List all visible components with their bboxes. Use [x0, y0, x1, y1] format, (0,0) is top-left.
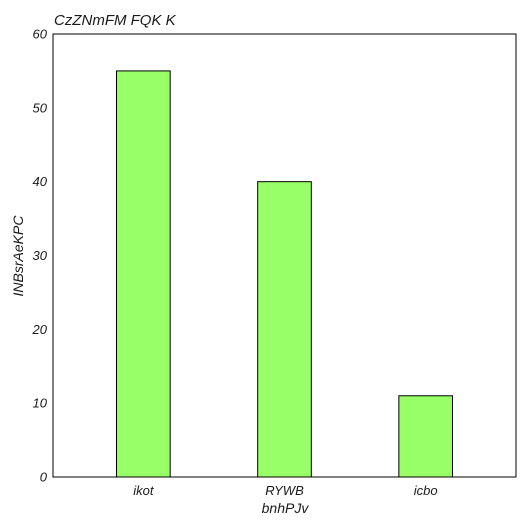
x-axis-label: bnhPJv — [262, 500, 310, 516]
bar-ikot — [116, 70, 171, 478]
y-tick-label: 0 — [40, 470, 48, 485]
y-tick-label: 40 — [33, 174, 48, 189]
bars-group — [116, 70, 453, 478]
y-tick-label: 50 — [33, 100, 48, 115]
y-axis-label: INBsrAeKPC — [10, 215, 26, 297]
bar-icbo — [398, 395, 453, 478]
x-tick-label: RYWB — [265, 483, 304, 498]
plot-frame — [52, 33, 517, 478]
y-tick-label: 60 — [33, 27, 48, 42]
y-tick-label: 10 — [33, 396, 48, 411]
x-axis-ticks: ikot RYWB icbo — [133, 483, 437, 498]
y-axis-ticks: 0 10 20 30 40 50 60 — [32, 27, 48, 485]
x-tick-label: ikot — [133, 483, 155, 498]
y-tick-label: 20 — [32, 322, 48, 337]
y-tick-label: 30 — [33, 248, 48, 263]
x-tick-label: icbo — [414, 483, 438, 498]
bar-rywb — [257, 181, 312, 478]
chart-title: CzZNmFM FQK K — [54, 12, 177, 29]
